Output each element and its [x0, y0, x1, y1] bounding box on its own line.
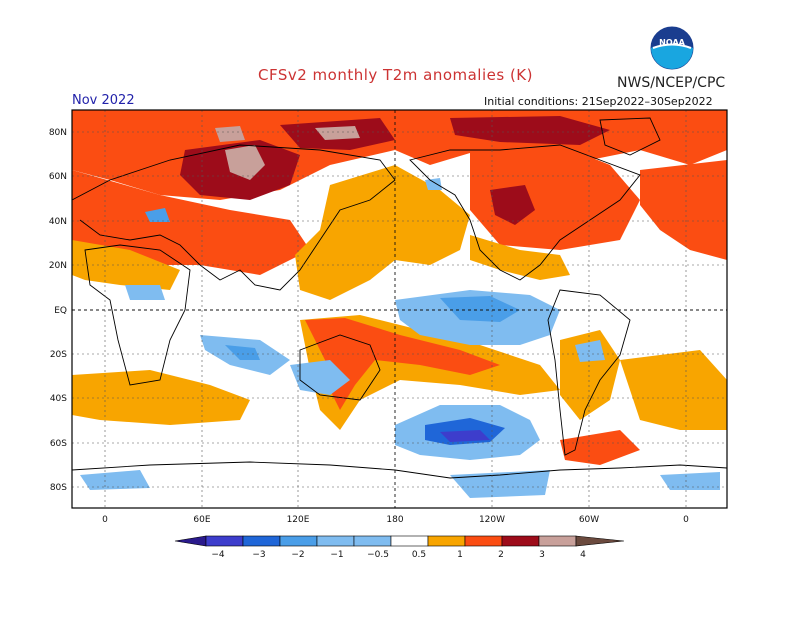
gridlines [72, 110, 727, 508]
lon-label: 180 [386, 515, 403, 525]
organization-label: NWS/NCEP/CPC [617, 75, 726, 91]
latitude-labels: 80N 60N 40N 20N EQ 20S 40S 60S 80S [49, 128, 67, 493]
weak-warm-south-atlantic [620, 350, 727, 430]
coastline-australia [299, 334, 381, 401]
colorbar-segment [575, 535, 625, 547]
cold-antarctica-east [450, 470, 550, 498]
lat-label: 60N [49, 172, 67, 182]
colorbar [174, 535, 625, 547]
longitude-labels: 0 60E 120E 180 120W 60W 0 [102, 515, 689, 525]
lon-label: 120E [287, 515, 310, 525]
valid-month-label: Nov 2022 [72, 93, 135, 108]
weak-warm-indian-ocean [72, 370, 250, 425]
coastline-africa [84, 244, 191, 386]
extreme-warm-kara [215, 126, 245, 142]
coastlines [72, 117, 727, 479]
lat-label: 80S [50, 483, 67, 493]
cold-antarctica [80, 470, 150, 490]
coastline-eurasia [72, 144, 396, 291]
lat-label: 20S [50, 350, 67, 360]
colorbar-segment [538, 535, 577, 547]
coastline-north-america [409, 144, 641, 281]
colorbar-segment [316, 535, 355, 547]
lat-label: EQ [54, 306, 67, 316]
cold-south-america [575, 340, 605, 362]
colorbar-label: −3 [252, 550, 265, 560]
map-frame [71, 109, 728, 509]
warm-southern-ocean-east [560, 430, 640, 465]
cold-caspian [145, 208, 170, 222]
weak-warm-north-pacific [295, 165, 470, 300]
lat-label: 20N [49, 261, 67, 271]
cold-east-pacific-core [440, 296, 520, 322]
colorbar-labels: −4 −3 −2 −1 −0.5 0.5 1 2 3 4 [211, 550, 586, 560]
lat-label: 40S [50, 394, 67, 404]
extreme-warm-siberia [225, 145, 265, 180]
lon-label: 0 [683, 515, 689, 525]
colorbar-label: −4 [211, 550, 225, 560]
strong-warm-arctic-west [450, 116, 610, 145]
cold-southern-ocean-strong [440, 430, 490, 442]
colorbar-segment [205, 535, 244, 547]
colorbar-label: 1 [457, 550, 463, 560]
warm-region-north-atlantic [640, 160, 727, 260]
colorbar-label: 3 [539, 550, 545, 560]
colorbar-segment [427, 535, 466, 547]
colorbar-segment [390, 535, 429, 547]
extreme-warm-arctic [315, 126, 360, 140]
coastline-south-america [547, 289, 631, 456]
lat-label: 80N [49, 128, 67, 138]
lon-label: 60W [579, 515, 599, 525]
mid-warm-south-pacific [305, 318, 500, 410]
strong-warm-north-america [490, 185, 535, 225]
lon-label: 60E [193, 515, 210, 525]
initial-conditions-label: Initial conditions: 21Sep2022–30Sep2022 [484, 95, 713, 108]
coastline-antarctica [72, 461, 727, 479]
logo-text: NOAA [659, 38, 685, 47]
weak-warm-east-pacific [470, 235, 570, 280]
colorbar-segment [279, 535, 318, 547]
anomaly-field [72, 110, 727, 508]
weak-warm-africa-north [72, 240, 180, 290]
lat-label: 60S [50, 439, 67, 449]
colorbar-segment [242, 535, 281, 547]
lon-label: 0 [102, 515, 108, 525]
coastline-greenland [599, 117, 661, 156]
weak-warm-south-america [560, 330, 620, 420]
colorbar-segment [464, 535, 503, 547]
colorbar-label: 0.5 [412, 550, 426, 560]
colorbar-label: 4 [580, 550, 586, 560]
colorbar-label: −1 [330, 550, 343, 560]
cold-north-america [425, 178, 442, 190]
colorbar-segment [174, 535, 207, 547]
colorbar-label: −0.5 [367, 550, 389, 560]
cold-australia-east [290, 360, 350, 395]
cold-africa [125, 285, 165, 300]
colorbar-label: 2 [498, 550, 504, 560]
cold-antarctica-west [660, 472, 720, 490]
noaa-logo: NOAA [650, 26, 694, 70]
warm-region-eurasia [72, 170, 310, 275]
colorbar-segment [501, 535, 540, 547]
chart-title: CFSv2 monthly T2m anomalies (K) [258, 66, 533, 84]
colorbar-label: −2 [291, 550, 304, 560]
lon-label: 120W [479, 515, 505, 525]
lat-label: 40N [49, 217, 67, 227]
cold-south-indian-core [225, 345, 260, 360]
colorbar-segment [353, 535, 392, 547]
